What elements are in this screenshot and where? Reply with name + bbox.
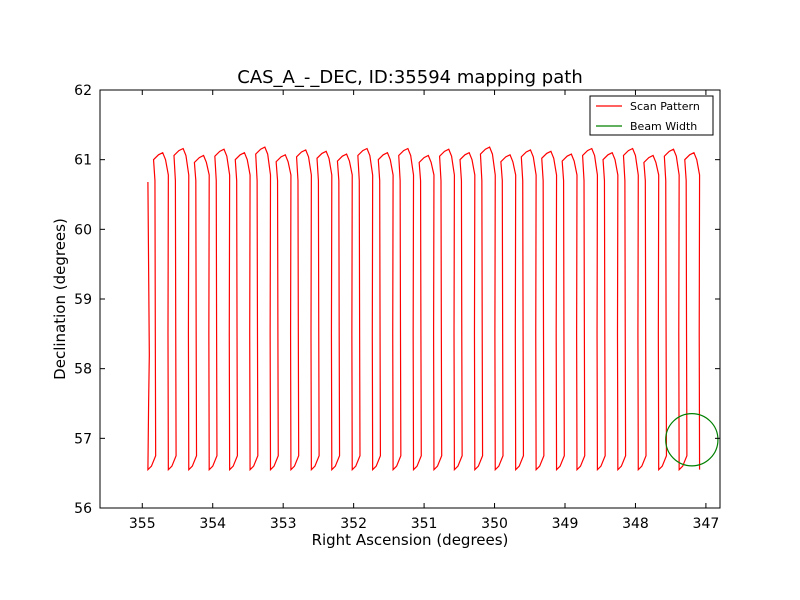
x-tick-label: 354 [199,516,226,532]
y-axis: 56 57 58 59 60 61 62 [74,83,720,517]
x-tick-label: 352 [340,516,367,532]
data-layer [147,146,719,472]
y-tick-label: 57 [74,431,92,447]
x-axis: 355 354 353 352 351 350 349 348 347 [129,90,719,532]
scan-pattern-line [147,146,701,472]
legend-box [589,95,714,136]
x-tick-label: 347 [693,516,720,532]
x-tick-label: 351 [411,516,438,532]
legend-label-beam-width: Beam Width [630,120,697,133]
y-axis-label: Declination (degrees) [51,218,69,380]
x-tick-label: 349 [552,516,579,532]
y-tick-label: 60 [74,222,92,238]
y-tick-label: 61 [74,153,92,169]
y-tick-label: 62 [74,83,92,99]
y-tick-label: 56 [74,501,92,517]
x-axis-label: Right Ascension (degrees) [312,531,509,549]
x-tick-label: 355 [129,516,156,532]
legend: Scan Pattern Beam Width [589,95,714,136]
x-tick-label: 353 [270,516,297,532]
x-tick-label: 350 [481,516,508,532]
beam-width-circle [665,413,719,467]
y-tick-label: 58 [74,362,92,378]
y-tick-label: 59 [74,292,92,308]
legend-label-scan-pattern: Scan Pattern [630,100,700,113]
chart-title: CAS_A_-_DEC, ID:35594 mapping path [237,67,582,88]
plot-area [100,90,720,508]
x-tick-label: 348 [622,516,649,532]
